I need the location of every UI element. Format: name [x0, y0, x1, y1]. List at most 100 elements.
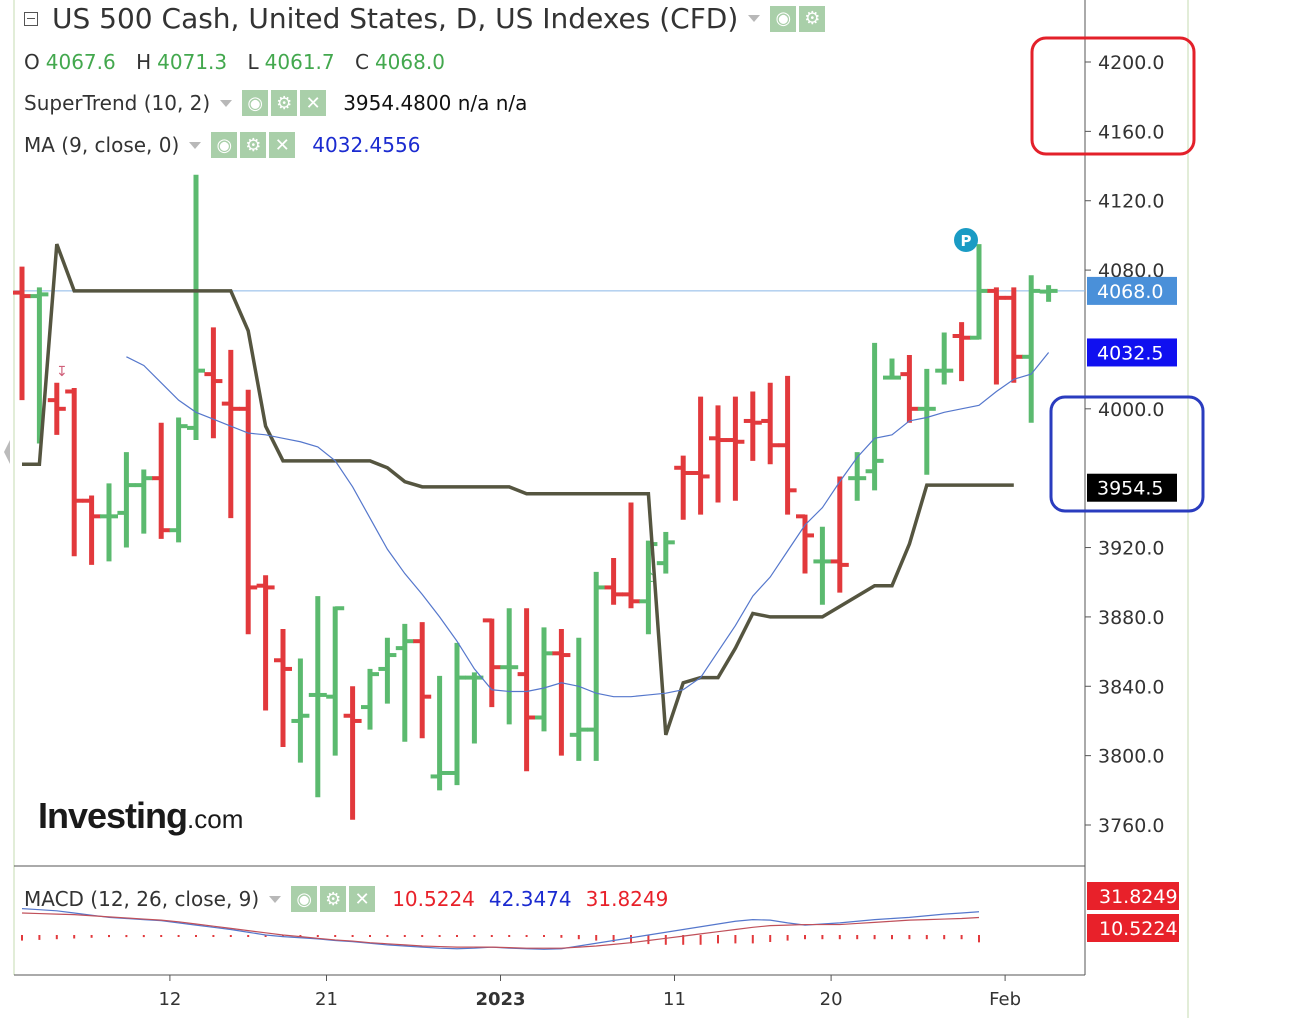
macd-signal-line	[21, 912, 980, 949]
supertrend-line	[22, 243, 1014, 736]
high-label: H	[136, 50, 152, 74]
ohlc-bar-up	[656, 531, 675, 574]
gear-icon[interactable]: ⚙	[240, 132, 267, 158]
x-tick-label: Feb	[989, 989, 1021, 1010]
x-tick-label: 2023	[475, 989, 525, 1010]
buy-signal-icon: ↥	[644, 570, 656, 586]
indicator-marker-label: 3954.5	[1097, 478, 1163, 500]
ohlc-bar-down	[152, 422, 171, 539]
open-label: O	[24, 50, 40, 74]
ohlc-bar-down	[552, 629, 571, 756]
open-value: 4067.6	[45, 50, 116, 74]
macd-signal-value: 31.8249	[585, 887, 669, 911]
investing-logo: Investing.com	[38, 795, 243, 837]
ohlc-bar-up	[1039, 285, 1058, 302]
instrument-title: US 500 Cash, United States, D, US Indexe…	[52, 2, 739, 35]
eye-icon[interactable]: ◉	[291, 886, 318, 912]
macd-label[interactable]: MACD (12, 26, close, 9)	[24, 887, 260, 911]
ohlc-bar-up	[361, 668, 379, 730]
y-tick-label: 4200.0	[1098, 52, 1164, 74]
eye-icon[interactable]: ◉	[211, 132, 238, 158]
ohlc-bar-down	[65, 388, 84, 557]
ohlc-bar-down	[622, 502, 640, 609]
chart-header: US 500 Cash, United States, D, US Indexe…	[24, 2, 828, 35]
ohlc-bar-up	[935, 332, 954, 385]
scroll-left-handle-icon	[4, 440, 10, 464]
ohlc-bar-down	[221, 349, 240, 519]
ohlc-bar-up	[100, 483, 118, 562]
ohlc-bar-up	[848, 452, 867, 501]
pivot-badge-letter: P	[961, 232, 972, 250]
ohlc-bar-up	[430, 675, 449, 791]
ohlc-bar-down	[604, 557, 623, 605]
ohlc-bar-down	[274, 629, 292, 747]
ma-label[interactable]: MA (9, close, 0)	[24, 133, 180, 157]
chevron-down-icon[interactable]	[189, 141, 202, 149]
gear-icon[interactable]: ⚙	[271, 90, 298, 116]
annotation-red-box	[1030, 36, 1196, 156]
close-label: C	[354, 50, 369, 74]
collapse-icon[interactable]	[24, 11, 38, 26]
close-icon[interactable]: ✕	[300, 90, 327, 116]
high-value: 4071.3	[157, 50, 228, 74]
pivot-badge-icon	[954, 228, 978, 252]
chevron-down-icon[interactable]	[748, 15, 761, 22]
ohlc-bar-down	[952, 322, 971, 382]
low-value: 4061.7	[264, 50, 335, 74]
ohlc-bar-down	[674, 455, 693, 520]
ohlc-bar-up	[587, 571, 606, 761]
ohlc-bar-down	[761, 382, 780, 465]
ohlc-bar-down	[413, 622, 432, 739]
gear-icon[interactable]: ⚙	[320, 886, 347, 912]
ohlc-bar-up	[134, 469, 153, 534]
eye-icon[interactable]: ◉	[770, 5, 797, 32]
last-price-marker-label: 4068.0	[1097, 281, 1163, 303]
chevron-down-icon[interactable]	[220, 99, 233, 107]
ohlc-bar-down	[256, 575, 275, 711]
macd-marker-label: 10.5224	[1099, 918, 1178, 940]
ohlc-bar-up	[569, 637, 588, 761]
macd-hist-value: 10.5224	[392, 887, 475, 911]
ohlc-readout: O 4067.6 H 4071.3 L 4061.7 C 4068.0	[24, 50, 459, 74]
ohlc-bar-up	[813, 526, 832, 605]
ohlc-bar-down	[13, 266, 31, 401]
chevron-down-icon[interactable]	[269, 895, 282, 903]
ohlc-bar-up	[30, 287, 49, 444]
ohlc-bar-up	[326, 606, 345, 756]
logo-suffix: .com	[187, 804, 244, 834]
ohlc-bar-down	[343, 686, 362, 820]
ohlc-bar-up	[883, 358, 901, 380]
macd-marker-bg	[1087, 882, 1179, 910]
y-tick-label: 4120.0	[1098, 191, 1164, 213]
ohlc-bar-down	[709, 405, 727, 503]
ma-value: 4032.4556	[312, 133, 421, 157]
ohlc-bar-up	[187, 174, 205, 441]
ohlc-bar-down	[987, 287, 1006, 385]
ohlc-bar-down	[743, 391, 762, 461]
ma-legend: MA (9, close, 0) ◉ ⚙ ✕ 4032.4556	[24, 132, 420, 158]
eye-icon[interactable]: ◉	[242, 90, 269, 116]
ohlc-bar-down	[1004, 287, 1023, 383]
y-tick-label: 4000.0	[1098, 399, 1164, 421]
y-tick-label: 4160.0	[1098, 121, 1164, 143]
ohlc-bar-down	[691, 396, 710, 515]
y-tick-label: 3920.0	[1098, 538, 1164, 560]
sell-signal-icon: ↧	[56, 364, 68, 380]
ohlc-bar-down	[482, 618, 501, 708]
x-tick-label: 20	[820, 989, 843, 1010]
ohlc-bar-down	[726, 396, 745, 501]
gear-icon[interactable]: ⚙	[799, 5, 826, 32]
close-icon[interactable]: ✕	[349, 886, 376, 912]
ohlc-bar-up	[169, 417, 188, 543]
supertrend-label[interactable]: SuperTrend (10, 2)	[24, 91, 211, 115]
low-label: L	[247, 50, 259, 74]
ohlc-bar-up	[291, 658, 310, 763]
ohlc-bar-up	[865, 342, 884, 491]
ohlc-bar-down	[239, 389, 258, 635]
ohlc-bar-down	[778, 375, 797, 515]
x-tick-label: 21	[315, 989, 338, 1010]
close-icon[interactable]: ✕	[269, 132, 296, 158]
